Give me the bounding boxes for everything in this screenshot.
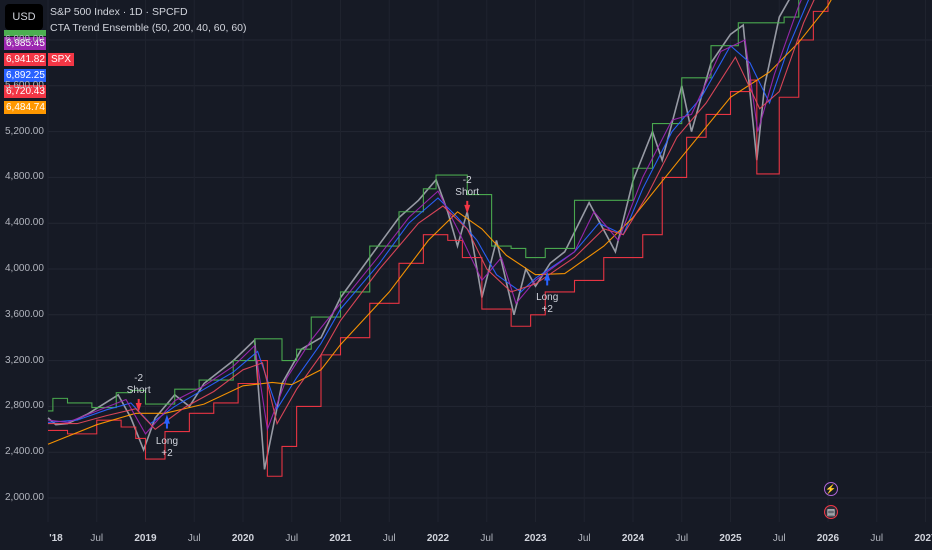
x-tick-label: 2027 <box>914 533 932 544</box>
x-tick-label: 2024 <box>621 533 645 544</box>
signal-label-short: -2 Short <box>455 175 479 199</box>
long-arrow <box>163 414 170 424</box>
price-badge: 6,941.82 <box>4 53 46 66</box>
x-tick-label: 2026 <box>816 533 840 544</box>
us-flag-icon[interactable]: ▤ <box>824 505 838 519</box>
series-lower-channel <box>48 0 829 477</box>
symbol-title: S&P 500 Index · 1D · SPCFD <box>50 6 188 18</box>
price-badge-upper <box>4 30 46 36</box>
y-tick-label: 4,800.00 <box>5 171 44 183</box>
x-tick-label: Jul <box>90 533 104 544</box>
signal-label-long: Long +2 <box>536 292 558 316</box>
price-badge: 6,720.43 <box>4 85 46 98</box>
x-tick-label: Jul <box>870 533 884 544</box>
currency-button[interactable]: USD <box>5 4 43 30</box>
signal-label-bottom: +2 <box>541 304 553 316</box>
x-tick-label: 2019 <box>134 533 157 544</box>
series-ma-fast <box>47 0 802 435</box>
signal-label-top: Long <box>155 435 179 447</box>
y-tick-label: 4,400.00 <box>5 217 44 229</box>
x-tick-label: Jul <box>382 533 396 544</box>
price-badge: 6,484.74 <box>4 101 46 114</box>
chart-grid <box>47 0 932 522</box>
y-tick-label: 4,000.00 <box>5 263 44 274</box>
signal-layer <box>135 200 551 429</box>
x-tick-label: Jul <box>577 533 591 544</box>
signal-label-top: Long <box>536 292 559 304</box>
x-tick-label: Jul <box>675 533 689 544</box>
signal-label-short: -2 Short <box>127 373 151 397</box>
price-badge: 6,892.25 <box>4 69 46 82</box>
price-badge: 6,985.45 <box>4 37 46 50</box>
series-price <box>47 0 790 470</box>
x-tick-label: 2021 <box>329 533 352 544</box>
signal-label-long: Long +2 <box>156 436 178 460</box>
y-tick-label: 2,400.00 <box>5 446 44 458</box>
y-tick-label: 2,000.00 <box>5 492 44 503</box>
y-tick-label: 5,200.00 <box>5 125 44 137</box>
y-tick-label: 3,600.00 <box>5 308 44 320</box>
signal-label-bottom: Short <box>455 186 480 198</box>
x-tick-label: '18 <box>49 533 63 544</box>
short-arrow <box>135 402 142 412</box>
series-layer <box>47 0 832 477</box>
y-tick-label: 6,000.00 <box>5 34 44 45</box>
x-tick-label: Jul <box>772 533 786 544</box>
x-tick-label: 2023 <box>524 533 547 544</box>
short-arrow <box>464 204 471 214</box>
lightning-icon[interactable]: ⚡ <box>824 482 838 496</box>
y-tick-label: 5,600.00 <box>5 79 44 91</box>
x-tick-label: 2020 <box>231 533 255 544</box>
symbol-tag: SPX <box>48 53 75 66</box>
series-ma50 <box>47 0 810 425</box>
signal-label-bottom: +2 <box>161 447 173 459</box>
x-tick-label: 2022 <box>426 533 450 544</box>
y-tick-label: 3,200.00 <box>5 354 44 366</box>
signal-label-top: -2 <box>462 174 472 186</box>
long-arrow <box>544 271 551 281</box>
x-tick-label: Jul <box>187 533 201 544</box>
series-upper-channel <box>48 0 800 412</box>
indicator-title[interactable]: CTA Trend Ensemble (50, 200, 40, 60, 60) <box>50 22 247 34</box>
x-tick-label: 2025 <box>719 533 742 544</box>
x-tick-label: Jul <box>285 533 299 544</box>
series-ma-slow <box>48 0 815 431</box>
signal-label-bottom: Short <box>126 384 151 396</box>
x-tick-label: Jul <box>480 533 494 544</box>
series-ma200 <box>47 0 832 445</box>
y-tick-label: 2,800.00 <box>5 400 44 412</box>
signal-label-top: -2 <box>134 372 144 384</box>
